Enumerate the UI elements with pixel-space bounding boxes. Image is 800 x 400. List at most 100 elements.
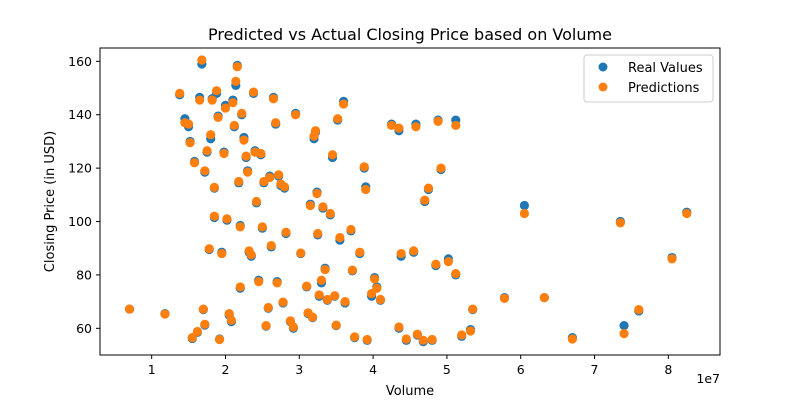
data-point bbox=[197, 55, 207, 65]
data-point bbox=[314, 290, 324, 300]
data-point bbox=[219, 148, 229, 159]
data-point bbox=[333, 114, 343, 124]
data-point bbox=[634, 305, 644, 315]
data-point bbox=[124, 304, 135, 314]
data-point bbox=[202, 146, 212, 156]
data-point bbox=[187, 333, 197, 343]
data-point bbox=[243, 167, 253, 177]
data-point bbox=[443, 256, 453, 267]
data-point bbox=[327, 150, 338, 160]
data-point bbox=[279, 182, 290, 192]
legend-box bbox=[583, 54, 714, 103]
y-tick-label: 80 bbox=[76, 267, 92, 282]
x-axis-label: Volume bbox=[386, 384, 434, 399]
data-point bbox=[451, 268, 461, 279]
data-point bbox=[229, 120, 239, 131]
data-point bbox=[667, 254, 677, 264]
y-tick-label: 160 bbox=[68, 54, 92, 69]
data-point bbox=[322, 294, 332, 305]
data-point bbox=[226, 315, 236, 325]
series-predictions bbox=[124, 55, 692, 345]
data-point bbox=[305, 200, 315, 211]
data-point bbox=[619, 321, 629, 331]
data-point bbox=[359, 162, 369, 172]
data-point bbox=[212, 86, 222, 96]
data-point bbox=[254, 276, 264, 287]
legend-marker-real bbox=[598, 62, 608, 72]
data-point bbox=[431, 259, 441, 269]
data-point bbox=[288, 322, 298, 332]
data-point bbox=[235, 282, 245, 292]
data-point bbox=[335, 232, 345, 243]
data-point bbox=[312, 188, 322, 199]
legend-marker-predictions bbox=[598, 82, 608, 92]
x-tick-label: 2 bbox=[221, 362, 229, 377]
data-point bbox=[433, 116, 443, 127]
data-point bbox=[232, 62, 242, 72]
data-point bbox=[519, 208, 530, 219]
data-point bbox=[320, 264, 330, 275]
data-point bbox=[318, 202, 328, 212]
data-point bbox=[195, 95, 205, 105]
data-point bbox=[340, 297, 350, 307]
data-point bbox=[682, 208, 692, 219]
data-point bbox=[291, 110, 301, 120]
y-tick-label: 120 bbox=[68, 161, 92, 176]
data-point bbox=[539, 293, 549, 303]
data-point bbox=[396, 248, 406, 259]
data-point bbox=[375, 294, 386, 305]
y-axis-label: Closing Price (in USD) bbox=[43, 131, 58, 272]
y-tick-label: 140 bbox=[68, 107, 92, 122]
x-tick-label: 6 bbox=[517, 362, 525, 377]
data-point bbox=[278, 297, 288, 307]
x-tick-label: 1 bbox=[148, 362, 156, 377]
data-point bbox=[265, 172, 275, 183]
y-tick-label: 60 bbox=[76, 321, 92, 336]
data-point bbox=[213, 112, 223, 123]
y-tick-label: 100 bbox=[68, 214, 92, 229]
data-point bbox=[271, 118, 281, 128]
data-point bbox=[615, 218, 625, 228]
data-point bbox=[338, 99, 349, 109]
data-point bbox=[325, 208, 335, 219]
x-tick-label: 5 bbox=[443, 362, 451, 377]
data-point bbox=[185, 138, 195, 148]
data-point bbox=[619, 329, 629, 339]
data-point bbox=[209, 211, 219, 221]
data-point bbox=[394, 123, 404, 133]
x-tick-label: 7 bbox=[591, 362, 599, 377]
chart-title: Predicted vs Actual Closing Price based … bbox=[208, 25, 612, 44]
data-point bbox=[313, 228, 323, 239]
y-axis: 60 80 100 120 140 160 bbox=[68, 54, 100, 336]
data-point bbox=[330, 291, 340, 301]
data-point bbox=[207, 95, 217, 105]
data-point bbox=[436, 163, 446, 173]
legend-label-real: Real Values bbox=[628, 61, 703, 76]
data-point bbox=[192, 326, 203, 337]
data-point bbox=[256, 148, 266, 159]
data-point bbox=[241, 151, 251, 161]
data-point bbox=[386, 120, 397, 131]
data-point bbox=[468, 304, 478, 314]
data-point bbox=[272, 278, 282, 288]
data-point bbox=[307, 312, 318, 322]
data-point bbox=[235, 222, 245, 232]
data-point bbox=[234, 176, 244, 187]
data-point bbox=[160, 309, 170, 319]
points-layer bbox=[124, 55, 692, 347]
data-point bbox=[409, 246, 419, 256]
data-point bbox=[401, 334, 411, 344]
data-point bbox=[316, 275, 327, 285]
data-point bbox=[420, 195, 430, 205]
data-point bbox=[451, 120, 461, 131]
data-point bbox=[206, 130, 216, 140]
data-point bbox=[268, 94, 279, 104]
data-point bbox=[246, 250, 256, 260]
data-point bbox=[228, 98, 238, 108]
data-point bbox=[331, 320, 341, 330]
data-point bbox=[239, 135, 249, 145]
data-point bbox=[427, 334, 437, 345]
data-point bbox=[412, 329, 422, 339]
data-point bbox=[261, 321, 271, 331]
x-tick-label: 3 bbox=[295, 362, 303, 377]
